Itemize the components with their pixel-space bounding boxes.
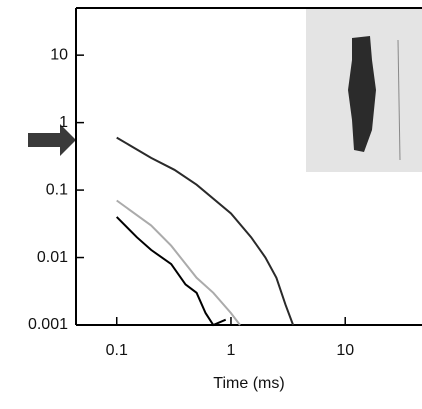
- x-tick-label: 10: [336, 342, 354, 359]
- inset-sample: [348, 36, 376, 152]
- y-tick-label: 10: [50, 46, 68, 63]
- x-tick-label: 0.1: [106, 342, 128, 359]
- y-tick-label: 0.1: [46, 181, 68, 198]
- series-line: [116, 199, 241, 326]
- series-line: [115, 216, 227, 327]
- arrow: [28, 124, 76, 156]
- x-axis-label: Time (ms): [213, 375, 284, 392]
- inset-line: [397, 39, 401, 161]
- y-tick-label: 0.001: [28, 316, 68, 333]
- y-tick-label: 1: [59, 114, 68, 131]
- y-tick-label: 0.01: [37, 249, 68, 266]
- series-line: [116, 136, 295, 326]
- x-tick-label: 1: [227, 342, 236, 359]
